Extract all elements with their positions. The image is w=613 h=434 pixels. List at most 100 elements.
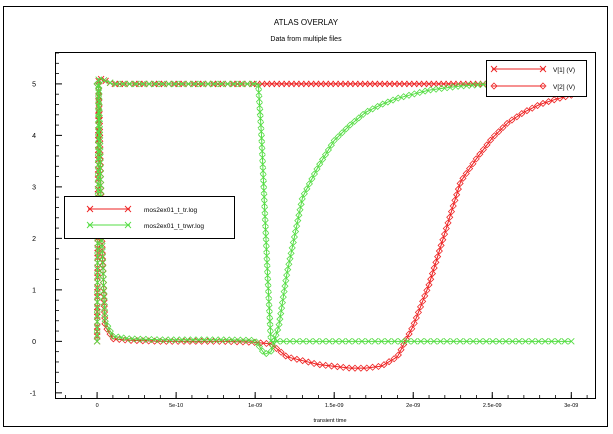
data-point (278, 299, 287, 307)
data-point (345, 338, 353, 345)
legend-quantity-sample-v1 (490, 65, 547, 73)
data-point (327, 141, 335, 149)
data-point (93, 338, 101, 345)
data-point (239, 338, 247, 346)
x-tick-label: 3e-09 (564, 403, 578, 409)
data-point (106, 327, 114, 335)
y-tick-label: 5 (32, 81, 36, 88)
y-tick-label: 3 (32, 184, 36, 191)
data-point (247, 336, 256, 344)
data-point (420, 80, 428, 88)
data-point (556, 94, 564, 102)
data-point (378, 338, 385, 345)
x-tick-label: 5e-10 (169, 403, 183, 409)
data-point (293, 80, 300, 88)
data-point (109, 332, 117, 340)
data-point (252, 338, 260, 346)
data-point (255, 89, 263, 96)
data-point (476, 81, 484, 89)
data-point (211, 80, 218, 88)
data-point (425, 281, 433, 289)
data-point (437, 241, 445, 249)
x-tick-label: 2.5e-09 (483, 403, 502, 409)
data-point (319, 155, 327, 163)
data-point (446, 213, 454, 221)
data-point (152, 80, 159, 88)
y-tick-label: 4 (32, 133, 36, 140)
data-point (262, 226, 269, 233)
data-point (397, 338, 405, 345)
data-point (443, 338, 451, 345)
data-point (450, 338, 457, 345)
data-point (293, 222, 301, 230)
legend-marker (86, 221, 94, 229)
legend-files-sample-trwr (86, 221, 132, 229)
data-point (350, 117, 359, 126)
legend-quantities-box (486, 60, 587, 97)
data-point (419, 297, 427, 305)
data-point (550, 96, 558, 104)
data-point (454, 82, 462, 90)
data-point (287, 354, 295, 362)
data-point (93, 331, 101, 339)
data-point (374, 362, 383, 371)
data-point (147, 335, 156, 344)
data-point (408, 325, 416, 333)
data-point (260, 174, 267, 181)
data-point (535, 338, 542, 345)
data-point (294, 217, 302, 225)
data-point (396, 80, 403, 88)
data-point (427, 275, 435, 283)
data-point (439, 236, 447, 244)
data-point (379, 100, 387, 108)
data-point (466, 165, 474, 173)
data-point (508, 116, 516, 124)
data-point (384, 98, 392, 106)
data-point (357, 364, 365, 372)
data-point (333, 363, 341, 371)
data-point (363, 364, 371, 372)
data-point (289, 238, 297, 247)
data-point (94, 292, 101, 299)
data-point (391, 338, 398, 345)
data-point (233, 338, 241, 346)
legend-marker (539, 65, 547, 73)
data-point (483, 141, 491, 149)
data-point (136, 335, 144, 343)
data-point (374, 102, 382, 110)
data-point (236, 336, 244, 344)
data-point (93, 318, 101, 326)
data-point (203, 336, 211, 344)
data-point (541, 338, 549, 345)
data-point (270, 337, 278, 345)
data-point (282, 277, 290, 285)
data-point (426, 86, 435, 94)
data-point (476, 338, 484, 345)
data-point (453, 191, 461, 199)
data-point (243, 80, 251, 88)
data-point (359, 110, 367, 118)
data-point (523, 107, 531, 115)
data-point (295, 211, 303, 219)
data-point (415, 80, 423, 88)
data-point (272, 331, 280, 339)
data-point (224, 80, 231, 88)
data-point (299, 338, 307, 345)
data-point (278, 80, 286, 88)
data-point (263, 258, 271, 266)
data-point (263, 245, 270, 253)
x-tick-label: 1.5e-09 (325, 403, 344, 409)
data-point (405, 330, 413, 338)
data-point (459, 174, 467, 182)
data-point (230, 80, 238, 88)
data-point (283, 80, 290, 88)
data-point (509, 338, 516, 345)
data-point (284, 266, 292, 274)
data-point (178, 80, 186, 88)
data-point (259, 154, 266, 162)
data-point (225, 336, 233, 344)
data-point (322, 80, 330, 88)
data-point (237, 80, 245, 88)
data-point (245, 338, 253, 346)
